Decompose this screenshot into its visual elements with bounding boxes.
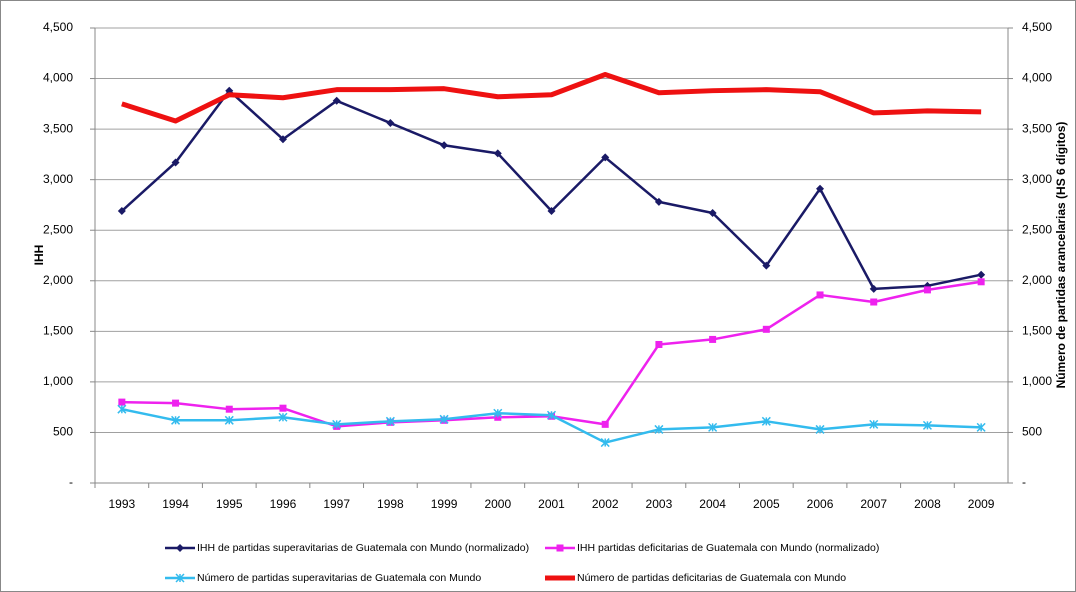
marker: [923, 286, 931, 294]
marker: [117, 404, 127, 414]
y2-tick-label: 1,500: [1022, 324, 1052, 338]
marker: [601, 420, 609, 428]
legend-label: Número de partidas superavitarias de Gua…: [197, 572, 481, 584]
x-tick-label: 2009: [968, 497, 995, 511]
marker: [870, 298, 878, 306]
x-tick-label: 1995: [216, 497, 243, 511]
y2-tick-label: 3,500: [1022, 121, 1052, 135]
marker: [654, 424, 664, 434]
marker: [118, 398, 126, 406]
x-tick-label: 2005: [753, 497, 780, 511]
y2-tick-label: 4,500: [1022, 20, 1052, 34]
legend-label: Número de partidas deficitarias de Guate…: [577, 572, 846, 584]
marker: [869, 284, 878, 293]
marker: [816, 184, 825, 193]
marker: [762, 325, 770, 333]
y-tick-label: 500: [53, 425, 73, 439]
y2-tick-label: 3,000: [1022, 172, 1052, 186]
y2-tick-label: 4,000: [1022, 71, 1052, 85]
x-tick-label: 1996: [270, 497, 297, 511]
marker: [278, 135, 287, 144]
marker: [175, 573, 185, 583]
marker: [278, 412, 288, 422]
series-line: [121, 72, 982, 124]
y-tick-label: 2,500: [43, 222, 73, 236]
marker: [493, 408, 503, 418]
x-tick-label: 2007: [860, 497, 887, 511]
marker: [171, 158, 180, 167]
marker: [709, 335, 717, 343]
marker: [547, 207, 556, 216]
y-tick-label: 4,500: [43, 20, 73, 34]
marker: [332, 96, 341, 105]
marker: [655, 340, 663, 348]
x-tick-label: 2008: [914, 497, 941, 511]
marker: [654, 197, 663, 206]
x-tick-label: 2001: [538, 497, 565, 511]
legend-label: IHH de partidas superavitarias de Guatem…: [197, 542, 529, 554]
marker: [225, 405, 233, 413]
y-tick-label: 1,000: [43, 374, 73, 388]
marker: [172, 399, 180, 407]
marker: [176, 544, 184, 552]
marker: [171, 415, 181, 425]
marker: [815, 424, 825, 434]
x-tick-label: 2002: [592, 497, 619, 511]
marker: [922, 420, 932, 430]
marker: [386, 119, 395, 128]
x-tick-label: 2006: [807, 497, 834, 511]
x-tick-label: 1997: [323, 497, 350, 511]
marker: [601, 153, 610, 162]
x-tick-label: 2000: [484, 497, 511, 511]
y2-tick-label: 2,000: [1022, 273, 1052, 287]
marker: [117, 207, 126, 216]
marker: [977, 278, 985, 286]
marker: [440, 141, 449, 150]
x-tick-label: 1999: [431, 497, 458, 511]
x-tick-label: 2003: [646, 497, 673, 511]
y-tick-label: 2,000: [43, 273, 73, 287]
x-tick-label: 1998: [377, 497, 404, 511]
marker: [332, 419, 342, 429]
x-tick-label: 1994: [162, 497, 189, 511]
marker: [869, 419, 879, 429]
legend-label: IHH partidas deficitarias de Guatemala c…: [577, 542, 879, 554]
marker: [556, 544, 564, 552]
y2-tick-label: -: [1022, 475, 1026, 489]
marker: [977, 270, 986, 279]
y-tick-label: 4,000: [43, 71, 73, 85]
marker: [600, 438, 610, 448]
marker: [761, 416, 771, 426]
y-tick-label: 1,500: [43, 324, 73, 338]
marker: [708, 422, 718, 432]
marker: [976, 422, 986, 432]
marker: [708, 209, 717, 218]
y2-tick-label: 1,000: [1022, 374, 1052, 388]
y2-tick-label: 500: [1022, 425, 1042, 439]
marker: [224, 415, 234, 425]
marker: [494, 413, 502, 421]
x-tick-label: 2004: [699, 497, 726, 511]
y-axis-label: IHH: [32, 245, 46, 266]
marker: [546, 410, 557, 420]
y2-tick-label: 2,500: [1022, 222, 1052, 236]
y-tick-label: 3,500: [43, 121, 73, 135]
y-tick-label: -: [69, 475, 73, 489]
x-tick-label: 1993: [109, 497, 136, 511]
marker: [493, 149, 502, 158]
marker: [439, 414, 449, 424]
marker: [385, 416, 395, 426]
marker: [816, 291, 824, 299]
marker: [762, 261, 771, 270]
y-tick-label: 3,000: [43, 172, 73, 186]
marker: [279, 404, 287, 412]
y2-axis-label: Número de partidas arancelarias (HS 6 dí…: [1054, 122, 1068, 389]
